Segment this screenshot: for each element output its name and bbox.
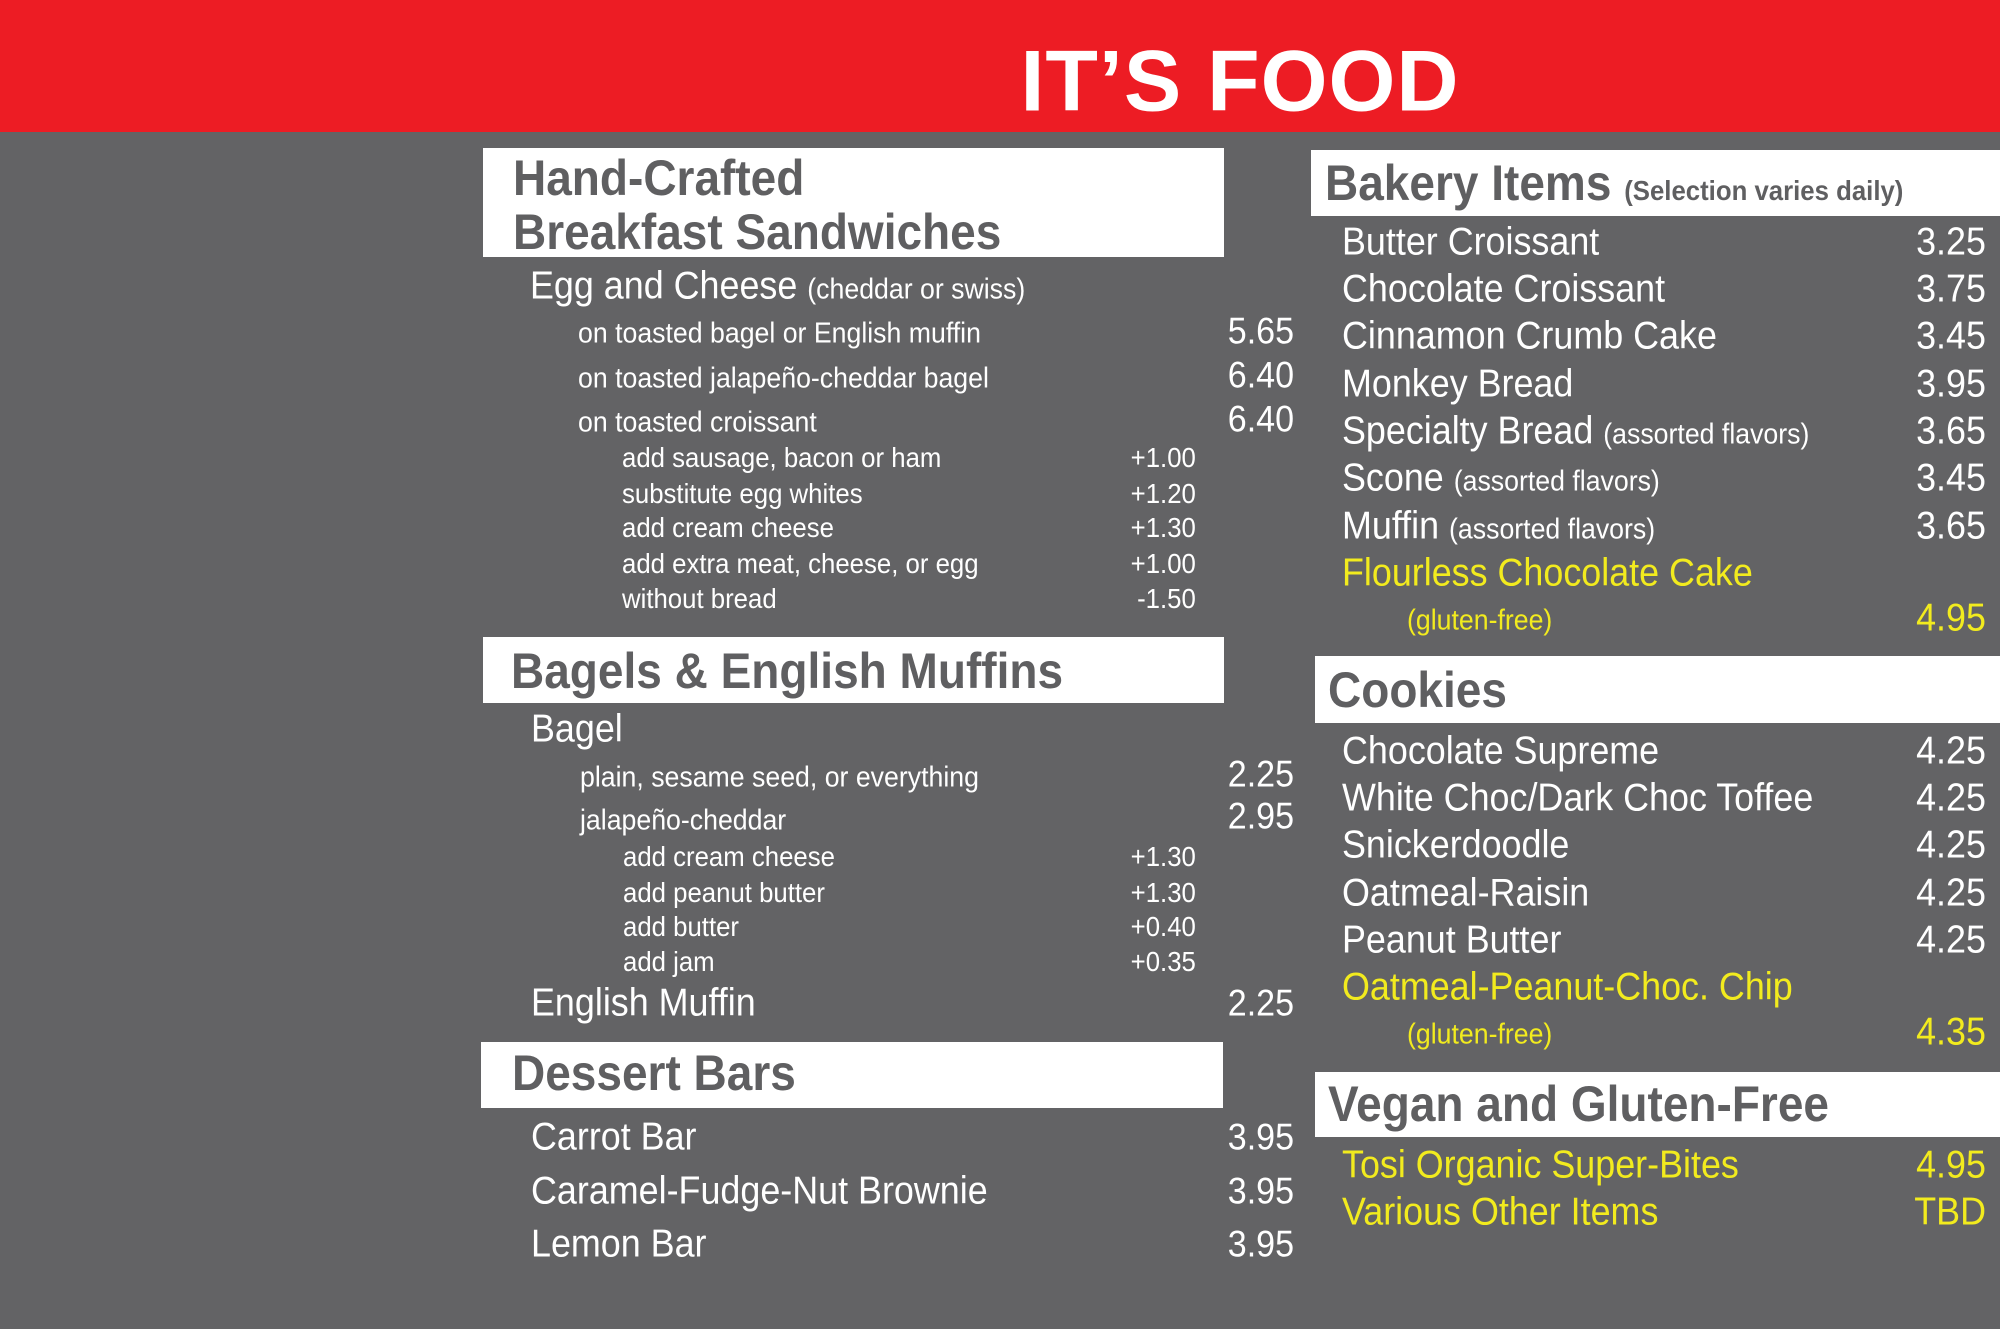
item-price: 4.25 <box>1916 776 1986 820</box>
item-price: 3.25 <box>1916 220 1986 264</box>
menu-item: Snickerdoodle <box>1342 823 1570 867</box>
vegan-heading: Vegan and Gluten-Free <box>1328 1076 1829 1132</box>
menu-item: Chocolate Croissant <box>1342 267 1666 311</box>
item-price: 2.25 <box>1227 982 1294 1024</box>
addon-price: +1.20 <box>1130 478 1196 509</box>
addon-price: +1.30 <box>1130 841 1196 872</box>
addon-label: add extra meat, cheese, or egg <box>622 548 979 579</box>
vegan-heading-box <box>1315 1072 2000 1137</box>
option-label: jalapeño-cheddar <box>580 804 787 837</box>
menu-item: White Choc/Dark Choc Toffee <box>1342 776 1814 820</box>
item-price: 3.75 <box>1916 267 1986 311</box>
item-price: 4.95 <box>1916 596 1986 640</box>
dessert-heading: Dessert Bars <box>512 1045 796 1101</box>
item-note: (assorted flavors) <box>1603 418 1810 451</box>
addon-price: +1.00 <box>1130 442 1196 473</box>
dessert-heading-box <box>481 1042 1223 1108</box>
menu-item: Scone (assorted flavors) <box>1342 459 1660 498</box>
gluten-free-note: (gluten-free) <box>1407 604 1553 637</box>
item-price: 3.95 <box>1916 362 1986 406</box>
header-banner <box>0 0 2000 132</box>
option-price: 6.40 <box>1227 398 1294 440</box>
breakfast-heading-line1: Hand-Crafted <box>513 150 805 206</box>
item-price: 4.25 <box>1916 823 1986 867</box>
addon-label: add butter <box>623 911 740 942</box>
addon-price: +0.35 <box>1130 946 1196 977</box>
bagels-heading-box <box>483 637 1224 703</box>
option-price: 2.95 <box>1227 795 1294 837</box>
addon-price: -1.50 <box>1137 583 1196 614</box>
breakfast-heading-box <box>483 148 1224 257</box>
item-note: (cheddar or swiss) <box>807 273 1026 306</box>
menu-item: Carrot Bar <box>531 1115 697 1159</box>
heading-note: (Selection varies daily) <box>1624 175 1904 206</box>
addon-label: substitute egg whites <box>622 478 863 509</box>
item-price: 3.95 <box>1227 1170 1294 1212</box>
item-price: 3.95 <box>1227 1116 1294 1158</box>
menu-item: Various Other Items <box>1342 1190 1659 1234</box>
menu-item-bagel: Bagel <box>531 707 623 751</box>
item-price: TBD <box>1914 1190 1986 1234</box>
item-price: 4.25 <box>1916 871 1986 915</box>
page-title: IT’S FOOD <box>1020 33 1460 130</box>
item-price: 3.45 <box>1916 314 1986 358</box>
item-price: 4.25 <box>1916 729 1986 773</box>
menu-item-egg-and-cheese: Egg and Cheese (cheddar or swiss) <box>530 267 1025 306</box>
menu-item: Cinnamon Crumb Cake <box>1342 314 1717 358</box>
addon-price: +0.40 <box>1130 911 1196 942</box>
item-price: 3.65 <box>1916 504 1986 548</box>
menu-item: Peanut Butter <box>1342 918 1562 962</box>
item-price: 3.95 <box>1227 1223 1294 1265</box>
item-note: (assorted flavors) <box>1453 465 1660 498</box>
addon-price: +1.00 <box>1130 548 1196 579</box>
menu-item-special: Oatmeal-Peanut-Choc. Chip <box>1342 965 1793 1009</box>
addon-label: add jam <box>623 946 715 977</box>
breakfast-heading-line2: Breakfast Sandwiches <box>513 204 1002 260</box>
bakery-heading: Bakery Items (Selection varies daily) <box>1325 158 1903 208</box>
option-label: on toasted croissant <box>578 406 817 439</box>
addon-price: +1.30 <box>1130 512 1196 543</box>
item-label: Scone <box>1342 456 1444 500</box>
menu-item: Chocolate Supreme <box>1342 729 1660 773</box>
menu-item: Oatmeal-Raisin <box>1342 871 1590 915</box>
item-price: 4.95 <box>1916 1143 1986 1187</box>
addon-label: add cream cheese <box>623 841 835 872</box>
option-price: 5.65 <box>1227 310 1294 352</box>
item-label: Egg and Cheese <box>530 264 798 308</box>
addon-price: +1.30 <box>1130 877 1196 908</box>
menu-item: Specialty Bread (assorted flavors) <box>1342 412 1809 451</box>
addon-label: add cream cheese <box>622 512 834 543</box>
option-label: on toasted jalapeño-cheddar bagel <box>578 362 989 395</box>
option-label: plain, sesame seed, or everything <box>580 761 979 794</box>
cookies-heading: Cookies <box>1328 662 1507 718</box>
menu-item-english-muffin: English Muffin <box>531 981 756 1025</box>
item-price: 4.35 <box>1916 1010 1986 1054</box>
addon-label: add sausage, bacon or ham <box>622 442 942 473</box>
addon-label: add peanut butter <box>623 877 825 908</box>
menu-item: Muffin (assorted flavors) <box>1342 507 1655 546</box>
item-label: Specialty Bread <box>1342 409 1594 453</box>
item-price: 3.45 <box>1916 456 1986 500</box>
option-price: 6.40 <box>1227 354 1294 396</box>
option-label: on toasted bagel or English muffin <box>578 317 981 350</box>
addon-label: without bread <box>622 583 777 614</box>
menu-item: Monkey Bread <box>1342 362 1574 406</box>
menu-item: Caramel-Fudge-Nut Brownie <box>531 1169 988 1213</box>
heading-text: Bakery Items <box>1325 155 1612 211</box>
item-note: (assorted flavors) <box>1449 513 1656 546</box>
menu-item-special: Flourless Chocolate Cake <box>1342 551 1753 595</box>
item-price: 3.65 <box>1916 409 1986 453</box>
menu-item: Butter Croissant <box>1342 220 1600 264</box>
option-price: 2.25 <box>1227 753 1294 795</box>
item-price: 4.25 <box>1916 918 1986 962</box>
gluten-free-note: (gluten-free) <box>1407 1018 1553 1051</box>
cookies-heading-box <box>1315 656 2000 723</box>
menu-item: Lemon Bar <box>531 1222 707 1266</box>
menu-item: Tosi Organic Super-Bites <box>1342 1143 1739 1187</box>
bakery-heading-box <box>1311 150 2000 216</box>
bagels-heading: Bagels & English Muffins <box>511 643 1064 699</box>
item-label: Muffin <box>1342 504 1440 548</box>
